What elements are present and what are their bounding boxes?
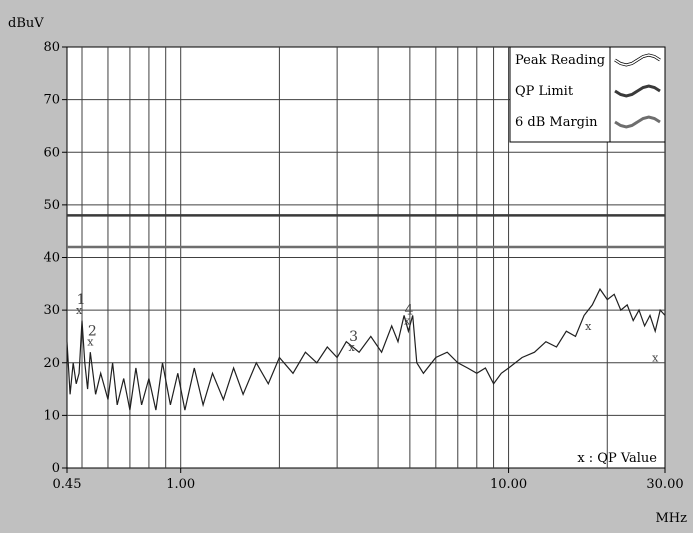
qp-point-marker: x <box>348 341 355 354</box>
legend-swatch-qp-limit <box>614 84 661 98</box>
qp-value-note: x : QP Value <box>577 451 657 466</box>
qp-point-marker: x <box>76 304 83 317</box>
y-axis-label: dBuV <box>8 16 44 31</box>
legend-entry-label: Peak Reading <box>515 53 605 68</box>
qp-point-label: 4 <box>405 303 414 319</box>
y-tick-label: 10 <box>43 408 60 423</box>
qp-point-marker: x <box>652 351 659 364</box>
qp-point-label: 2 <box>88 324 97 340</box>
x-tick-label: 10.00 <box>490 477 527 492</box>
qp-point-marker: x <box>585 320 592 333</box>
qp-point-marker: x <box>404 315 411 328</box>
qp-point-label: 1 <box>77 292 86 308</box>
legend: Peak Reading QP Limit 6 dB Margin <box>509 46 666 143</box>
y-tick-label: 80 <box>43 40 60 55</box>
series-layer <box>66 287 666 411</box>
y-tick-label: 40 <box>43 251 60 266</box>
legend-entry-label: 6 dB Margin <box>515 115 598 130</box>
x-tick-label: 1.00 <box>166 477 195 492</box>
qp-point-label: 3 <box>349 329 358 345</box>
legend-swatch-peak-reading <box>614 54 661 66</box>
x-axis-label: MHz <box>656 511 688 526</box>
x-tick-label: 0.45 <box>53 477 82 492</box>
y-tick-label: 20 <box>43 356 60 371</box>
y-tick-label: 30 <box>43 303 60 318</box>
limit-lines <box>67 214 665 249</box>
legend-box <box>509 46 666 143</box>
legend-swatch-6-db-margin <box>614 115 661 129</box>
x-tick-label: 30.00 <box>646 477 683 492</box>
series-line-peak-reading <box>66 287 666 411</box>
y-tick-label: 70 <box>43 93 60 108</box>
grid-lines <box>67 47 665 468</box>
y-tick-label: 0 <box>52 461 60 476</box>
qp-point-marker: x <box>87 336 94 349</box>
legend-entry-label: QP Limit <box>515 84 574 99</box>
axis-layer: 0 10 20 30 40 50 60 70 80 0.45 1.00 10.00 30.00 <box>43 40 683 492</box>
y-tick-label: 50 <box>43 198 60 213</box>
y-tick-label: 60 <box>43 145 60 160</box>
